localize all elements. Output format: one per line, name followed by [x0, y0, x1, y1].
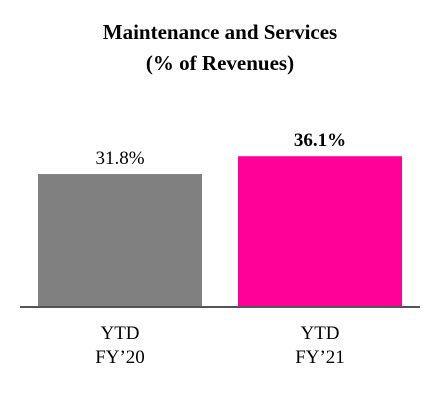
- category-label-0-line2: FY’20: [95, 347, 145, 368]
- data-label-0: 31.8%: [95, 148, 144, 169]
- category-label-1-line1: YTD: [300, 323, 340, 344]
- bar-1: [238, 156, 402, 306]
- category-label-0-line1: YTD: [100, 323, 140, 344]
- category-label-1: YTD FY’21: [238, 322, 402, 370]
- data-label-1: 36.1%: [294, 130, 346, 151]
- category-label-0: YTD FY’20: [38, 322, 202, 370]
- chart-title: Maintenance and Services: [102, 20, 338, 44]
- bar-0: [38, 174, 202, 306]
- chart-subtitle: (% of Revenues): [145, 51, 295, 75]
- category-label-1-line2: FY’21: [295, 347, 345, 368]
